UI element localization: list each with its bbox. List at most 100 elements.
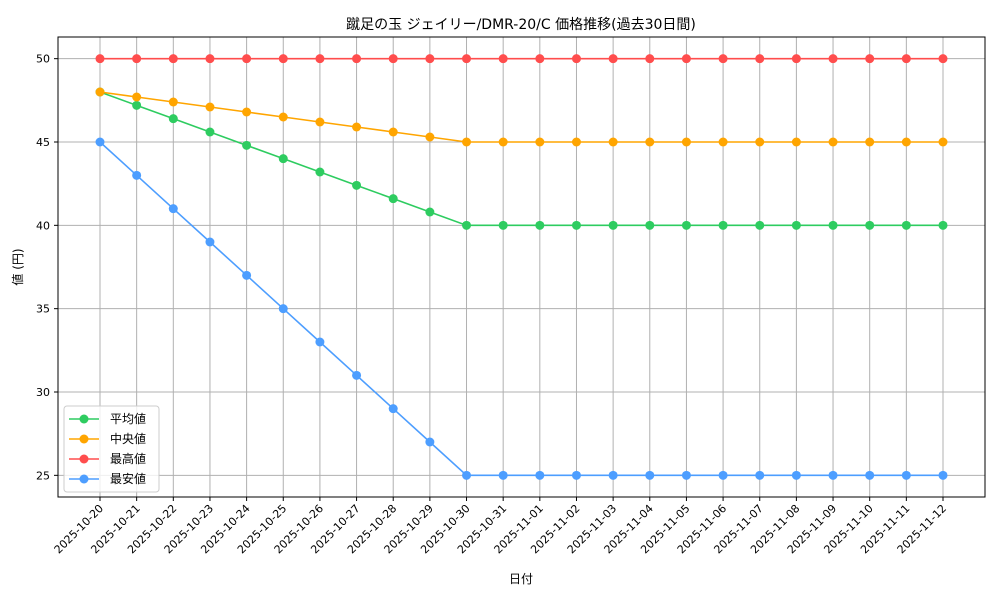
data-point-marker — [828, 220, 838, 230]
legend-marker-icon — [79, 414, 89, 424]
series-line — [99, 141, 943, 477]
data-point-marker — [498, 220, 508, 230]
data-point-marker — [791, 137, 801, 147]
legend-marker-icon — [79, 474, 89, 484]
data-point-marker — [132, 54, 142, 64]
data-point-marker — [828, 470, 838, 480]
data-point-marker — [242, 107, 252, 117]
data-point-marker — [828, 137, 838, 147]
y-axis-ticks: 25 30 35 40 45 50 — [36, 53, 58, 482]
y-tick-label: 45 — [36, 136, 50, 149]
data-point-marker — [791, 470, 801, 480]
data-point-marker — [205, 102, 215, 112]
data-point-marker — [938, 137, 948, 147]
data-point-marker — [498, 470, 508, 480]
legend-item: 平均値 — [69, 411, 146, 426]
data-point-marker — [865, 137, 875, 147]
legend-label: 最安値 — [110, 471, 146, 486]
data-point-marker — [681, 220, 691, 230]
data-point-marker — [352, 180, 362, 190]
data-point-marker — [425, 207, 435, 217]
data-point-marker — [755, 137, 765, 147]
data-point-marker — [352, 122, 362, 132]
data-point-marker — [352, 370, 362, 380]
data-point-marker — [791, 220, 801, 230]
data-point-marker — [608, 220, 618, 230]
data-point-marker — [791, 54, 801, 64]
chart-title: 蹴足の玉 ジェイリー/DMR-20/C 価格推移(過去30日間) — [346, 17, 696, 33]
data-point-marker — [901, 470, 911, 480]
data-point-marker — [132, 170, 142, 180]
x-axis-label: 日付 — [509, 572, 533, 586]
data-point-marker — [755, 54, 765, 64]
legend-box — [63, 405, 160, 493]
y-tick-label: 50 — [36, 53, 50, 66]
data-point-marker — [681, 470, 691, 480]
data-point-marker — [755, 220, 765, 230]
data-point-marker — [205, 127, 215, 137]
data-point-marker — [718, 470, 728, 480]
data-point-marker — [865, 220, 875, 230]
data-point-marker — [132, 100, 142, 110]
data-point-marker — [681, 137, 691, 147]
plot-area-frame — [57, 36, 986, 498]
data-point-marker — [315, 337, 325, 347]
legend-label: 中央値 — [110, 431, 146, 446]
data-point-marker — [388, 194, 398, 204]
data-point-marker — [535, 470, 545, 480]
data-point-marker — [315, 167, 325, 177]
data-point-marker — [645, 137, 655, 147]
y-tick-label: 30 — [36, 386, 50, 399]
data-point-marker — [352, 54, 362, 64]
data-point-marker — [95, 87, 105, 97]
data-point-marker — [645, 470, 655, 480]
data-point-marker — [645, 54, 655, 64]
data-point-marker — [388, 54, 398, 64]
legend-item: 中央値 — [69, 431, 146, 446]
data-point-marker — [718, 220, 728, 230]
series-line — [99, 91, 943, 143]
data-point-marker — [168, 204, 178, 214]
data-point-marker — [901, 54, 911, 64]
data-point-marker — [278, 154, 288, 164]
data-point-marker — [681, 54, 691, 64]
data-point-marker — [168, 54, 178, 64]
data-point-marker — [205, 237, 215, 247]
data-point-marker — [645, 220, 655, 230]
legend-marker-icon — [79, 454, 89, 464]
data-point-marker — [608, 54, 618, 64]
data-point-marker — [938, 54, 948, 64]
data-point-marker — [608, 470, 618, 480]
data-point-marker — [571, 470, 581, 480]
legend-label: 最高値 — [110, 451, 146, 466]
y-tick-label: 35 — [36, 303, 50, 316]
y-tick-label: 40 — [36, 219, 50, 232]
data-point-marker — [425, 132, 435, 142]
data-point-marker — [535, 220, 545, 230]
data-point-marker — [315, 117, 325, 127]
data-point-marker — [278, 304, 288, 314]
data-point-marker — [425, 54, 435, 64]
data-point-marker — [462, 137, 472, 147]
y-axis-label: 値 (円) — [10, 248, 25, 285]
data-point-marker — [901, 137, 911, 147]
data-point-marker — [462, 470, 472, 480]
data-point-marker — [315, 54, 325, 64]
data-point-marker — [718, 54, 728, 64]
data-point-marker — [462, 54, 472, 64]
data-point-marker — [242, 270, 252, 280]
data-point-marker — [498, 137, 508, 147]
series-3 — [95, 137, 948, 480]
series-2 — [95, 54, 948, 64]
data-point-marker — [865, 54, 875, 64]
data-point-marker — [242, 54, 252, 64]
data-point-marker — [168, 97, 178, 107]
data-point-marker — [425, 437, 435, 447]
series-lines — [95, 54, 948, 480]
legend-label: 平均値 — [110, 411, 146, 426]
series-1 — [95, 87, 948, 147]
data-point-marker — [388, 127, 398, 137]
